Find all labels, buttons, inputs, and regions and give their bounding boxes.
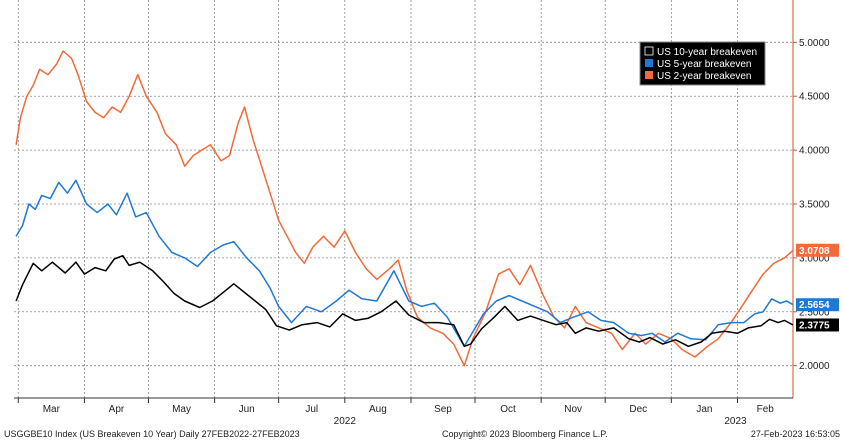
x-tick-label: Dec (629, 404, 647, 415)
x-tick-label: May (172, 404, 191, 415)
x-tick-label: Apr (109, 404, 125, 415)
legend-label: US 5-year breakeven (657, 59, 752, 70)
last-value-label: 2.5654 (799, 300, 830, 311)
footer-source: USGGBE10 Index (US Breakeven 10 Year) Da… (4, 429, 300, 439)
x-tick-label: Nov (564, 404, 582, 415)
legend-swatch (645, 59, 653, 67)
y-tick-label: 2.0000 (799, 361, 830, 372)
y-tick-label: 4.0000 (799, 146, 830, 157)
y-tick-label: 5.0000 (799, 38, 830, 49)
series-line-1 (16, 180, 793, 346)
legend-swatch (645, 47, 653, 55)
series-lines (16, 51, 793, 366)
x-tick-label: Sep (434, 404, 452, 415)
last-value-label: 3.0708 (799, 246, 830, 257)
x-tick-label: Oct (500, 404, 516, 415)
x-tick-label: Feb (757, 404, 775, 415)
x-tick-label: Jul (305, 404, 318, 415)
footer-copyright: Copyright© 2023 Bloomberg Finance L.P. (442, 429, 608, 439)
legend-swatch (645, 71, 653, 79)
x-year-label: 2022 (334, 416, 357, 427)
x-tick-label: Mar (43, 404, 61, 415)
x-tick-label: Jun (239, 404, 255, 415)
x-tick-label: Jan (696, 404, 712, 415)
footer-timestamp: 27-Feb-2023 16:53:05 (751, 429, 840, 439)
y-tick-label: 4.5000 (799, 92, 830, 103)
x-tick-label: Aug (369, 404, 387, 415)
last-value-label: 2.3775 (799, 320, 830, 331)
legend-label: US 10-year breakeven (657, 47, 757, 58)
series-line-0 (16, 256, 793, 347)
x-axis-ticks: Mar Apr May Jun Jul Aug Sep Oct Nov Dec Jan Feb 2022… (18, 398, 774, 427)
chart: 2.00002.50003.00003.50004.00004.50005.00… (0, 0, 844, 443)
x-year-label: 2023 (724, 416, 747, 427)
legend-label: US 2-year breakeven (657, 71, 752, 82)
y-tick-label: 3.5000 (799, 200, 830, 211)
